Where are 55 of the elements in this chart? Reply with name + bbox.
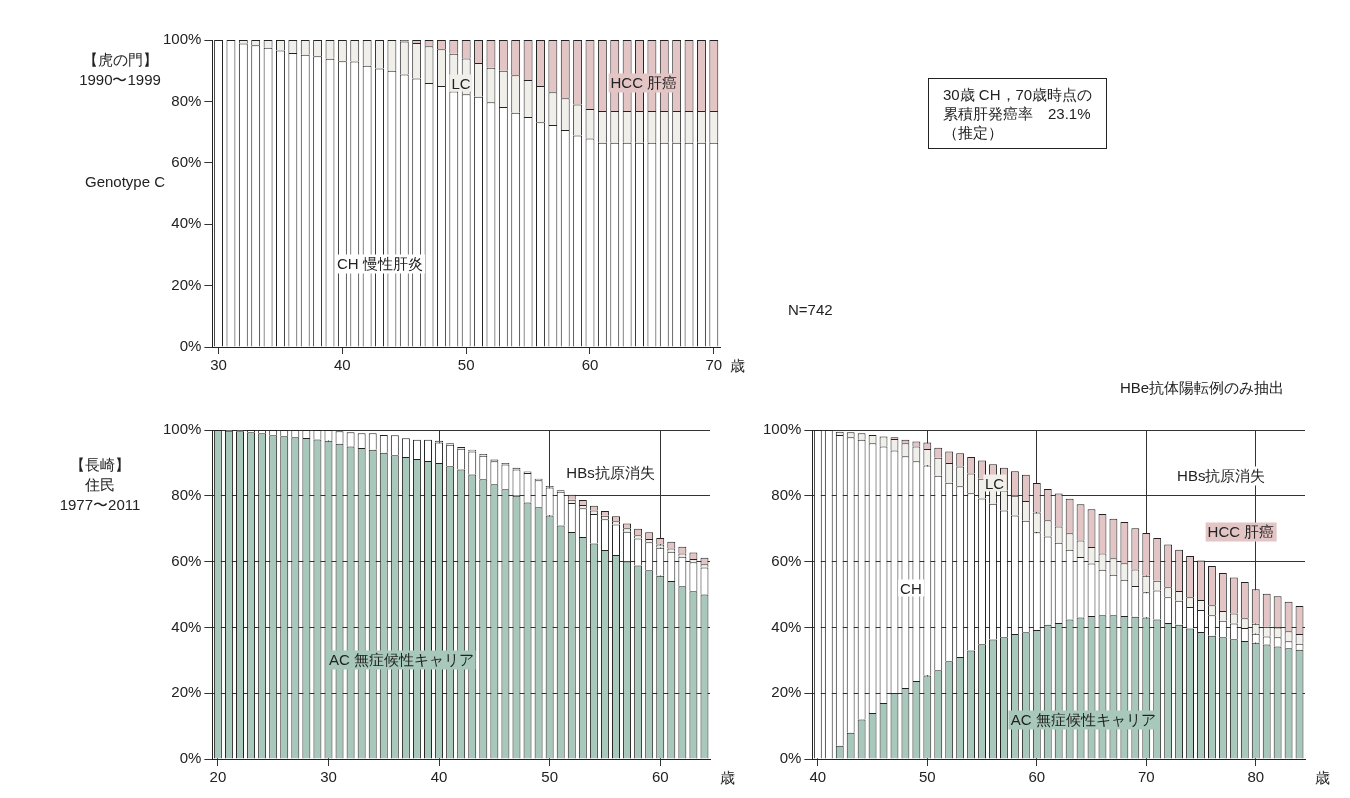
x-tick-label: 50 — [541, 768, 558, 786]
text: Genotype C — [83, 172, 166, 191]
y-tick-label: 0% — [779, 749, 802, 767]
text: 【長崎】 — [69, 455, 131, 474]
x-tick-label: 60 — [581, 356, 599, 374]
series-label: CH — [898, 579, 924, 597]
y-tick-label: 60% — [771, 551, 802, 569]
y-tick-label: 40% — [171, 214, 202, 232]
text: 1977〜2011 — [59, 496, 141, 513]
y-tick-label: 80% — [171, 485, 202, 503]
x-axis-title: 歳 — [730, 356, 745, 375]
text-frame: 30歳 CH，70歳時点の 累積肝発癌率 23.1% （推定） — [928, 78, 1108, 149]
series-label: CH 慢性肝炎 — [334, 254, 425, 274]
y-tick-label: 80% — [771, 485, 802, 503]
annotation: HBs抗原消失 — [564, 463, 657, 483]
x-tick-label: 30 — [320, 768, 337, 786]
series-label: HCC 肝癌 — [608, 73, 680, 93]
y-tick-label: 20% — [171, 683, 202, 701]
chart-subtitle: HBe抗体陽転例のみ抽出 — [1120, 378, 1285, 397]
text: 1990〜1999 — [78, 70, 162, 89]
x-tick-label: 70 — [705, 356, 723, 374]
y-tick-label: 60% — [171, 152, 202, 170]
x-tick-label: 40 — [430, 768, 448, 786]
y-tick-label: 100% — [162, 420, 202, 438]
y-tick-label: 0% — [179, 749, 202, 767]
x-tick-label: 80 — [1247, 768, 1265, 786]
series-label: LC — [449, 74, 473, 92]
x-axis-title: 歳 — [1315, 768, 1330, 787]
x-tick-label: 20 — [209, 768, 227, 786]
text: 【虎の門】 — [81, 50, 159, 69]
y-tick-label: 40% — [771, 617, 802, 635]
y-tick-label: 0% — [179, 337, 202, 355]
x-tick-label: 50 — [457, 356, 475, 374]
x-tick-label: 50 — [918, 768, 936, 786]
y-tick-label: 20% — [171, 275, 202, 293]
y-tick-label: 100% — [762, 420, 802, 438]
y-tick-label: 80% — [171, 91, 202, 109]
y-tick-label: 100% — [162, 30, 202, 48]
x-tick-label: 30 — [210, 356, 227, 374]
series-label: LC — [983, 474, 1007, 492]
series-label: AC 無症候性キャリア — [1008, 710, 1158, 730]
x-axis-title: 歳 — [720, 768, 735, 787]
text: 住民 — [85, 476, 115, 493]
y-tick-label: 20% — [771, 683, 802, 701]
x-tick-label: 70 — [1137, 768, 1155, 786]
x-tick-label: 60 — [1028, 768, 1046, 786]
series-label: HCC 肝癌 — [1205, 522, 1277, 542]
x-tick-label: 40 — [809, 768, 827, 786]
annotation: HBs抗原消失 — [1175, 466, 1268, 486]
series-label: AC 無症候性キャリア — [326, 650, 476, 670]
text: N=742 — [788, 300, 833, 319]
x-tick-label: 60 — [651, 768, 669, 786]
x-tick-label: 40 — [334, 356, 351, 374]
y-tick-label: 60% — [171, 551, 202, 569]
y-tick-label: 40% — [171, 617, 202, 635]
